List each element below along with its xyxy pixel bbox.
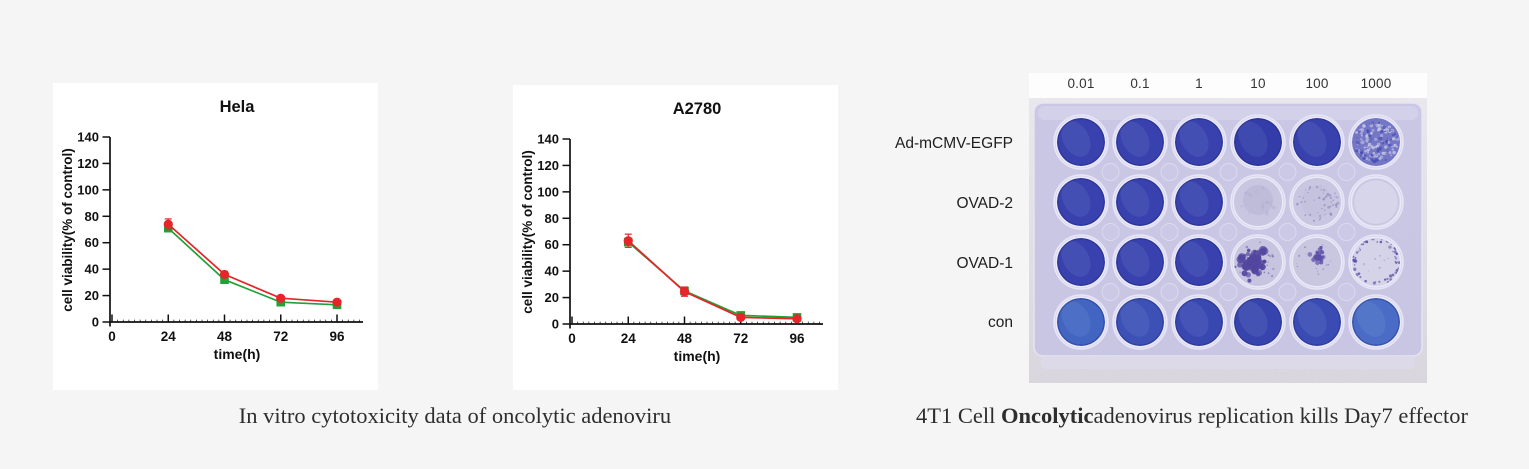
chart-panel-hela: Hela cell viability(% of control) 0 20 40 60 8… xyxy=(53,83,378,390)
svg-text:120: 120 xyxy=(77,156,99,171)
plate-column-label: 1000 xyxy=(1360,76,1392,91)
svg-text:time(h): time(h) xyxy=(214,346,261,362)
chart-panel-a2780: A2780 cell viability(% of control) 0 20 40 60… xyxy=(513,85,838,390)
svg-text:80: 80 xyxy=(85,209,99,224)
svg-text:60: 60 xyxy=(85,235,99,250)
svg-text:20: 20 xyxy=(85,288,99,303)
plate-column-label: 100 xyxy=(1305,76,1329,91)
a2780-line-chart: A2780 cell viability(% of control) 0 20 40 60… xyxy=(520,100,823,364)
svg-text:72: 72 xyxy=(273,329,288,344)
svg-text:A2780: A2780 xyxy=(673,100,722,118)
caption-left: In vitro cytotoxicity data of oncolytic … xyxy=(238,403,672,428)
svg-text:140: 140 xyxy=(537,132,559,147)
svg-text:cell viability(% of control): cell viability(% of control) xyxy=(520,150,535,314)
svg-text:cell viability(% of control): cell viability(% of control) xyxy=(60,148,75,312)
svg-text:100: 100 xyxy=(77,182,99,197)
caption-bold-segment: Oncolytic xyxy=(1001,403,1094,428)
svg-text:40: 40 xyxy=(85,262,99,277)
caption-segment: adenovirus replication kills Day7 effect… xyxy=(1093,403,1468,428)
svg-text:time(h): time(h) xyxy=(674,348,721,364)
svg-text:120: 120 xyxy=(537,158,559,173)
plate-row-labels: Ad-mCMV-EGFP OVAD-2 OVAD-1 con xyxy=(855,0,1015,469)
plate-column-label: 0.01 xyxy=(1067,76,1095,91)
svg-text:0: 0 xyxy=(108,329,116,344)
plate-row-label: Ad-mCMV-EGFP xyxy=(895,135,1013,152)
svg-text:96: 96 xyxy=(789,331,805,346)
plate-column-label: 10 xyxy=(1250,76,1266,91)
svg-text:20: 20 xyxy=(545,290,559,305)
svg-text:0: 0 xyxy=(92,315,99,330)
caption-right: 4T1 Cell Oncolyticadenovirus replication… xyxy=(878,403,1506,437)
svg-text:60: 60 xyxy=(545,237,559,252)
plate-column-label: 0.1 xyxy=(1130,76,1150,91)
svg-text:80: 80 xyxy=(545,211,559,226)
svg-text:40: 40 xyxy=(545,264,559,279)
svg-text:Hela: Hela xyxy=(220,98,256,116)
caption-segment: 4T1 Cell xyxy=(916,403,1002,428)
plate-photo xyxy=(1029,98,1427,383)
svg-text:0: 0 xyxy=(552,317,559,332)
hela-line-chart: Hela cell viability(% of control) 0 20 40 60 8… xyxy=(60,98,363,362)
well-plate-image xyxy=(1029,98,1427,383)
plate-column-labels: 0.01 0.1 1 10 100 1000 xyxy=(1029,73,1427,98)
plate-column-label: 1 xyxy=(1195,76,1203,91)
svg-text:140: 140 xyxy=(77,130,99,145)
svg-text:100: 100 xyxy=(537,184,559,199)
svg-text:72: 72 xyxy=(733,331,748,346)
svg-text:48: 48 xyxy=(217,329,233,344)
svg-text:0: 0 xyxy=(568,331,576,346)
plate-row-label: con xyxy=(988,314,1013,331)
svg-text:24: 24 xyxy=(621,331,637,346)
plate-row-label: OVAD-2 xyxy=(956,195,1013,212)
svg-text:96: 96 xyxy=(329,329,345,344)
plate-row-label: OVAD-1 xyxy=(956,255,1013,272)
svg-text:24: 24 xyxy=(161,329,177,344)
svg-text:48: 48 xyxy=(677,331,693,346)
